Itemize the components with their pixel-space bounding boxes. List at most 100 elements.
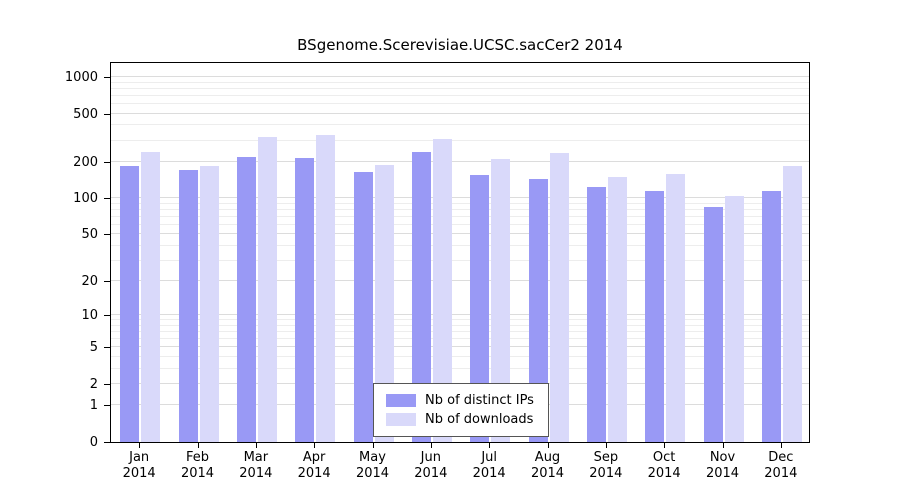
- gridline-major: [111, 112, 809, 114]
- x-tick-month: Oct: [652, 450, 676, 465]
- x-tick-label: Aug 2014: [518, 450, 578, 482]
- gridline-minor: [111, 331, 809, 333]
- x-tick-mark: [605, 443, 607, 448]
- x-tick-month: May: [359, 450, 386, 465]
- y-tick-label: 50: [81, 227, 98, 243]
- x-tick-mark: [314, 443, 316, 448]
- x-tick-month: Nov: [709, 450, 736, 465]
- x-tick-year: 2014: [764, 466, 798, 481]
- bar-nb-of-downloads: [141, 152, 161, 442]
- bar-nb-of-downloads: [432, 138, 452, 442]
- x-tick-month: Jun: [420, 450, 441, 465]
- x-tick-year: 2014: [705, 466, 740, 481]
- gridline-minor: [111, 355, 809, 357]
- legend: Nb of distinct IPs Nb of downloads: [373, 383, 549, 437]
- y-tick-label: 200: [73, 154, 98, 170]
- gridline-minor: [111, 102, 809, 104]
- bar-nb-of-distinct-ips: [586, 186, 606, 442]
- y-tick-mark: [104, 161, 110, 163]
- x-tick-month: Mar: [243, 450, 269, 465]
- x-tick-mark: [547, 443, 549, 448]
- x-tick-year: 2014: [297, 466, 331, 481]
- y-tick-mark: [104, 281, 110, 283]
- y-tick-label: 500: [73, 106, 98, 122]
- x-tick-year: 2014: [472, 466, 506, 481]
- x-tick-mark: [780, 443, 782, 448]
- gridline-minor: [111, 81, 809, 83]
- x-tick-mark: [430, 443, 432, 448]
- x-tick-label: Feb 2014: [168, 450, 228, 482]
- bar-nb-of-distinct-ips: [295, 158, 315, 442]
- y-tick-label: 10: [81, 308, 98, 324]
- gridline-minor: [111, 338, 809, 340]
- gridline-major: [111, 160, 809, 162]
- gridline-minor: [111, 124, 809, 126]
- bar-nb-of-downloads: [374, 164, 394, 442]
- bar-nb-of-downloads: [549, 153, 569, 442]
- y-tick-label: 2: [89, 376, 98, 392]
- x-tick-month: Dec: [768, 450, 794, 465]
- x-tick-year: 2014: [355, 466, 390, 481]
- gridline-major: [111, 76, 809, 77]
- gridline-major: [111, 346, 809, 348]
- gridline-minor: [111, 215, 809, 217]
- legend-item-distinct-ips: Nb of distinct IPs: [386, 391, 534, 410]
- x-tick-label: Apr 2014: [284, 450, 344, 482]
- bar-nb-of-distinct-ips: [761, 190, 781, 442]
- x-tick-year: 2014: [647, 466, 681, 481]
- bar-nb-of-distinct-ips: [353, 171, 373, 442]
- y-tick-mark: [104, 405, 110, 407]
- gridline-major: [111, 280, 809, 282]
- bar-nb-of-downloads: [491, 159, 511, 442]
- x-tick-mark: [197, 443, 199, 448]
- x-tick-year: 2014: [589, 466, 623, 481]
- gridline-minor: [111, 94, 809, 96]
- y-tick-mark: [104, 442, 110, 443]
- x-tick-year: 2014: [530, 466, 565, 481]
- x-tick-label: Jan 2014: [109, 450, 169, 482]
- bar-nb-of-distinct-ips: [470, 175, 490, 442]
- x-tick-year: 2014: [239, 466, 273, 481]
- y-tick-label: 20: [81, 274, 98, 290]
- legend-label-distinct-ips: Nb of distinct IPs: [425, 393, 534, 408]
- x-tick-label: Mar 2014: [226, 450, 286, 482]
- gridline-minor: [111, 244, 809, 246]
- x-tick-label: May 2014: [343, 450, 403, 482]
- gridline-major: [111, 314, 809, 316]
- bar-nb-of-distinct-ips: [528, 178, 548, 442]
- x-tick-label: Sep 2014: [576, 450, 636, 482]
- gridline-minor: [111, 319, 809, 321]
- y-tick-mark: [104, 347, 110, 349]
- bar-nb-of-distinct-ips: [120, 165, 140, 442]
- chart-title: BSgenome.Scerevisiae.UCSC.sacCer2 2014: [297, 36, 623, 54]
- y-tick-mark: [104, 234, 110, 236]
- gridline-minor: [111, 367, 809, 369]
- bar-nb-of-distinct-ips: [236, 156, 256, 442]
- x-tick-month: Feb: [185, 450, 210, 465]
- y-tick-label: 5: [89, 340, 98, 356]
- bar-nb-of-downloads: [199, 165, 219, 442]
- gridline-minor: [111, 208, 809, 210]
- y-tick-label: 1000: [64, 70, 98, 85]
- x-tick-month: Jul: [481, 450, 497, 465]
- legend-swatch-downloads: [386, 413, 416, 426]
- x-tick-year: 2014: [414, 466, 448, 481]
- x-tick-mark: [255, 443, 257, 448]
- gridline-minor: [111, 223, 809, 225]
- x-tick-month: Jan: [129, 450, 150, 465]
- y-tick-mark: [104, 383, 110, 385]
- bar-nb-of-distinct-ips: [411, 152, 431, 442]
- x-tick-label: Dec 2014: [751, 450, 811, 482]
- gridline-major: [111, 197, 809, 199]
- y-tick-mark: [104, 113, 110, 115]
- y-tick-mark: [104, 77, 110, 78]
- x-tick-month: Aug: [534, 450, 561, 465]
- x-tick-label: Jun 2014: [401, 450, 461, 482]
- bar-nb-of-downloads: [724, 195, 744, 442]
- gridline-minor: [111, 87, 809, 89]
- x-tick-label: Jul 2014: [459, 450, 519, 482]
- bar-nb-of-downloads: [316, 135, 336, 442]
- x-tick-label: Oct 2014: [634, 450, 694, 482]
- gridline-minor: [111, 139, 809, 141]
